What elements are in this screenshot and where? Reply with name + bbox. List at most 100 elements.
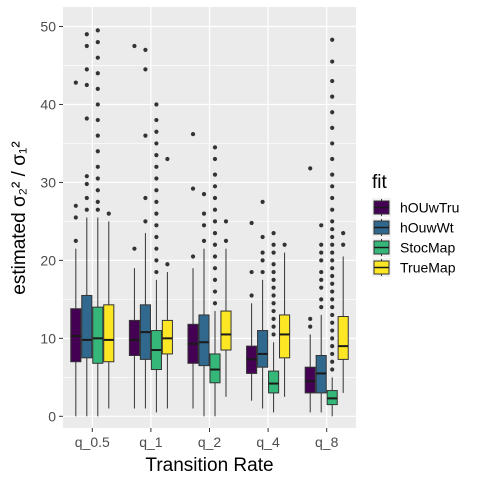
x-tick-label: q_8 bbox=[315, 434, 339, 450]
box-TrueMap-q_0.5 bbox=[103, 211, 115, 409]
y-axis-title-math: σ₂² / σ₁² bbox=[9, 141, 30, 207]
y-axis-title: estimated σ₂² / σ₁² bbox=[9, 141, 30, 294]
outlier-point bbox=[330, 195, 335, 201]
outlier-point bbox=[154, 153, 159, 158]
outlier-point bbox=[330, 258, 335, 263]
box-iqr bbox=[337, 316, 349, 360]
outlier-point bbox=[319, 223, 324, 228]
outlier-point bbox=[73, 238, 78, 243]
outlier-point bbox=[271, 242, 276, 247]
outlier-point bbox=[95, 86, 100, 91]
outlier-point bbox=[260, 258, 265, 263]
box-iqr bbox=[209, 353, 221, 384]
outlier-point bbox=[143, 133, 148, 138]
box-hOuwWt-q_8 bbox=[315, 223, 327, 413]
outlier-point bbox=[95, 149, 100, 154]
box-StocMap-q_8 bbox=[326, 37, 338, 417]
outlier-point bbox=[212, 277, 218, 282]
outlier-point bbox=[212, 172, 218, 177]
outlier-point bbox=[143, 67, 148, 72]
outlier-point bbox=[212, 219, 218, 224]
outlier-point bbox=[154, 199, 159, 205]
legend-key-StocMap bbox=[372, 238, 391, 257]
outlier-point bbox=[84, 181, 89, 187]
legend-title: fit bbox=[372, 172, 388, 193]
outlier-point bbox=[330, 242, 335, 247]
outlier-point bbox=[271, 285, 276, 290]
outlier-point bbox=[223, 238, 229, 243]
outlier-point bbox=[249, 269, 254, 275]
outlier-point bbox=[319, 285, 324, 290]
outlier-point bbox=[330, 305, 335, 310]
box-groups bbox=[70, 28, 349, 417]
outlier-point bbox=[190, 131, 196, 137]
y-tick-label: 40 bbox=[40, 96, 56, 112]
outlier-point bbox=[201, 192, 207, 197]
outlier-point bbox=[330, 320, 335, 325]
outlier-point bbox=[95, 71, 100, 76]
box-StocMap-q_4 bbox=[268, 230, 280, 413]
outlier-point bbox=[330, 312, 335, 318]
box-TrueMap-q_1 bbox=[161, 156, 173, 409]
outlier-point bbox=[212, 207, 218, 212]
outlier-point bbox=[271, 230, 276, 236]
box-iqr bbox=[257, 330, 269, 368]
outlier-point bbox=[84, 116, 89, 121]
outlier-point bbox=[154, 223, 159, 228]
outlier-point bbox=[143, 219, 148, 224]
outlier-point bbox=[84, 43, 89, 49]
outlier-point bbox=[271, 250, 276, 255]
box-iqr bbox=[220, 310, 232, 351]
box-hOuwWt-q_0.5 bbox=[81, 32, 93, 417]
outlier-point bbox=[330, 367, 335, 372]
y-axis: 0 10 20 30 40 50 bbox=[40, 18, 63, 424]
box-hOuwWt-q_1 bbox=[139, 47, 151, 409]
outlier-point bbox=[95, 55, 100, 60]
box-hOUwTru-q_0.5 bbox=[70, 80, 82, 417]
box-TrueMap-q_2 bbox=[220, 219, 232, 397]
legend-key-hOUwTru bbox=[372, 198, 391, 217]
outlier-point bbox=[330, 156, 335, 162]
x-axis-title: Transition Rate bbox=[145, 455, 273, 476]
outlier-point bbox=[330, 344, 335, 349]
outlier-point bbox=[319, 250, 324, 255]
outlier-point bbox=[95, 207, 100, 212]
outlier-point bbox=[341, 242, 346, 247]
box-hOuwWt-q_2 bbox=[198, 192, 210, 417]
outlier-point bbox=[84, 174, 89, 179]
outlier-point bbox=[271, 293, 276, 298]
outlier-point bbox=[330, 359, 335, 364]
outlier-point bbox=[95, 102, 100, 107]
legend: fit hOUwTru hOuwWt StocMap TrueMap bbox=[372, 172, 459, 277]
outlier-point bbox=[260, 269, 265, 275]
outlier-point bbox=[95, 199, 100, 205]
outlier-point bbox=[282, 242, 287, 247]
legend-key-TrueMap bbox=[372, 258, 391, 277]
outlier-point bbox=[212, 254, 218, 259]
outlier-point bbox=[95, 28, 100, 33]
legend-key-hOuwWt bbox=[372, 218, 391, 237]
outlier-point bbox=[319, 258, 324, 263]
box-TrueMap-q_4 bbox=[279, 242, 291, 397]
outlier-point bbox=[106, 211, 111, 216]
box-iqr bbox=[198, 314, 210, 367]
box-hOUwTru-q_1 bbox=[128, 43, 140, 409]
x-tick-label: q_2 bbox=[198, 434, 222, 450]
outlier-point bbox=[212, 195, 218, 201]
outlier-point bbox=[341, 230, 346, 236]
outlier-point bbox=[154, 102, 159, 107]
legend-label: TrueMap bbox=[400, 260, 456, 276]
outlier-point bbox=[271, 277, 276, 282]
outlier-point bbox=[201, 211, 207, 216]
outlier-point bbox=[319, 277, 324, 282]
outlier-point bbox=[330, 94, 335, 99]
outlier-point bbox=[154, 129, 159, 134]
box-StocMap-q_1 bbox=[150, 102, 162, 413]
outlier-point bbox=[95, 188, 100, 193]
outlier-point bbox=[330, 281, 335, 286]
outlier-point bbox=[73, 203, 78, 208]
box-hOUwTru-q_8 bbox=[304, 166, 316, 413]
outlier-point bbox=[143, 47, 148, 52]
outlier-point bbox=[330, 297, 335, 302]
